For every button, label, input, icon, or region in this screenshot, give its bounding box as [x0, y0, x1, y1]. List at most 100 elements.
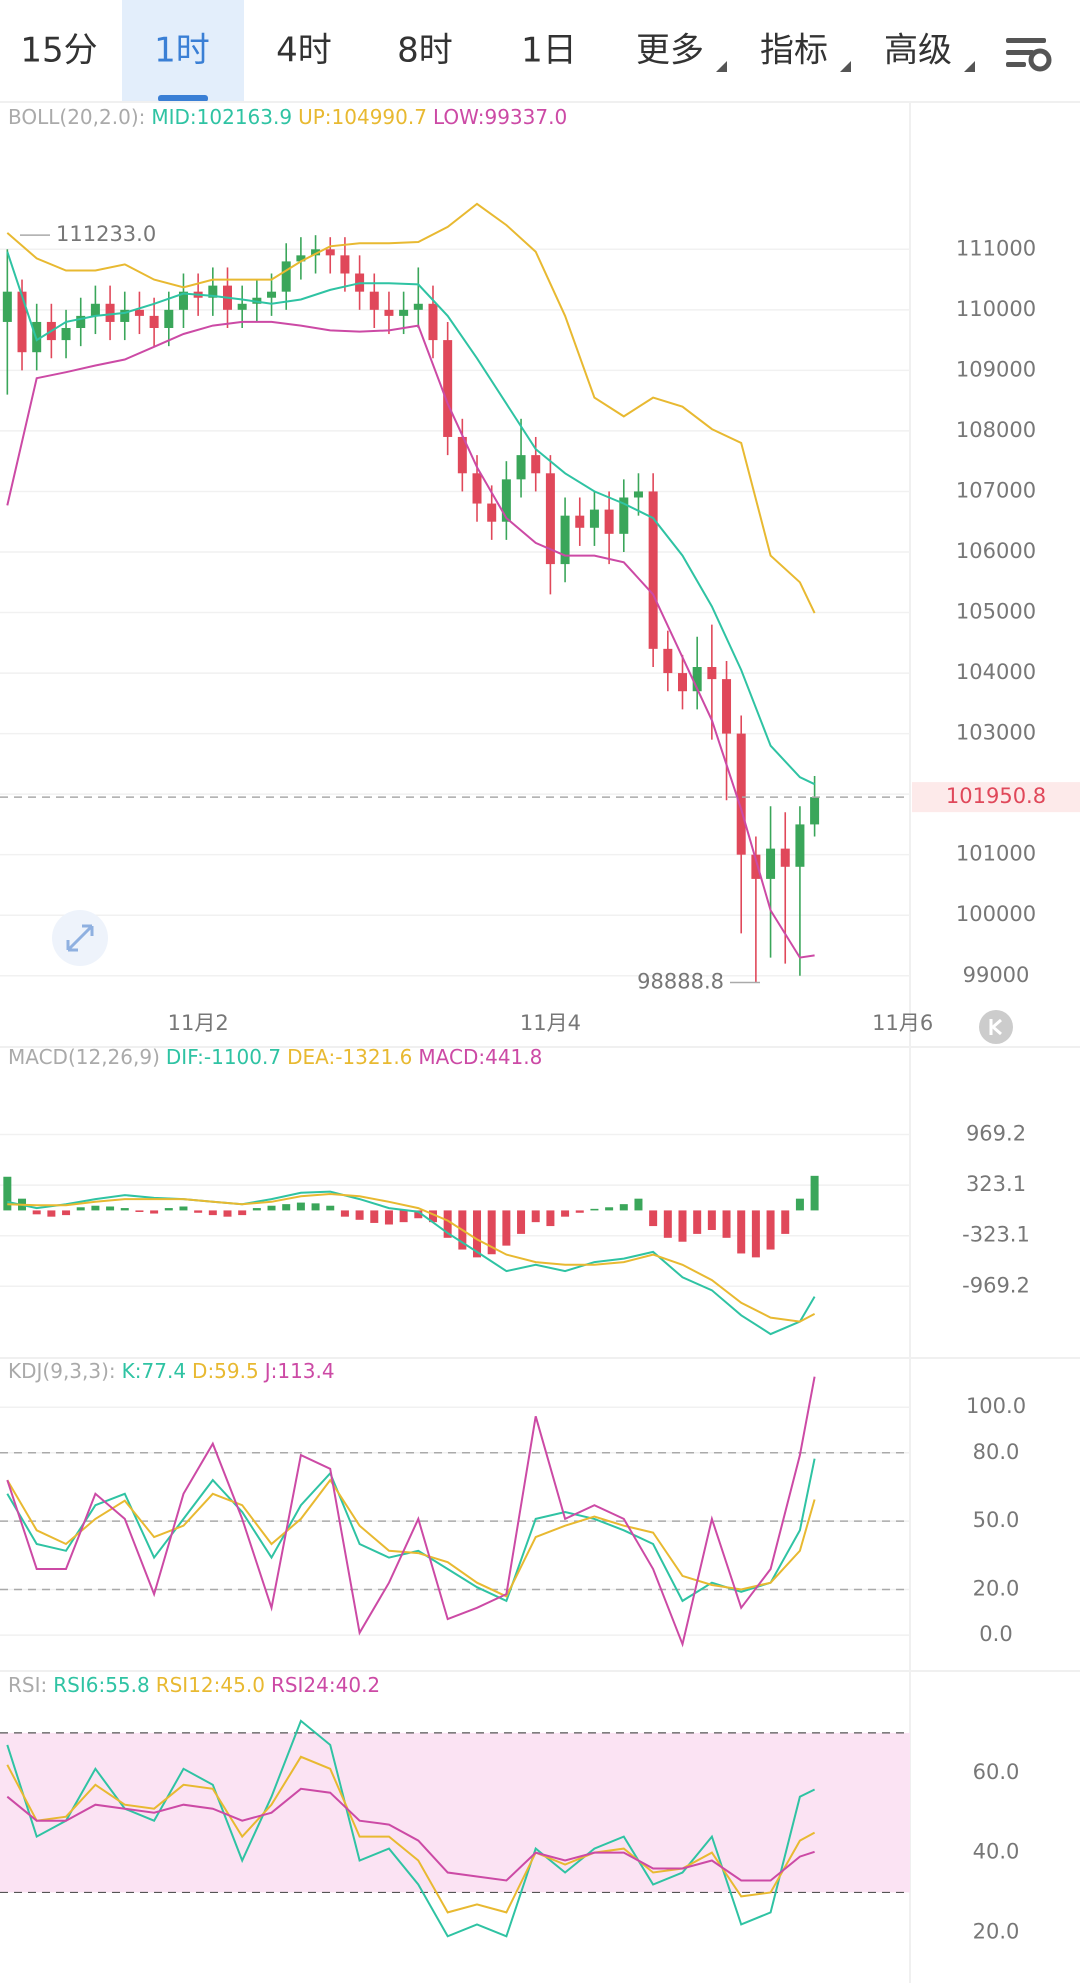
macd-bar: [502, 1210, 511, 1246]
panel-divider: [0, 1046, 1080, 1048]
y-tick-label: 110000: [956, 297, 1036, 321]
candle-body: [178, 291, 188, 310]
candle-body: [325, 249, 335, 256]
icon-gear: [1028, 48, 1052, 72]
high-label: 111233.0: [56, 222, 156, 246]
macd-bar: [296, 1202, 305, 1211]
macd-bar: [428, 1210, 437, 1223]
macd-bar: [252, 1208, 261, 1211]
macd-bar: [693, 1210, 702, 1234]
icon-bar: [1006, 50, 1034, 55]
settings-icon[interactable]: [1006, 38, 1052, 72]
icon-bar: [1006, 62, 1026, 67]
y-tick-label: 100000: [956, 902, 1036, 926]
candle-body: [17, 291, 27, 353]
icon-bar: [1006, 38, 1046, 43]
macd-bar: [751, 1210, 760, 1258]
macd-bar: [487, 1210, 496, 1255]
macd-bar: [531, 1210, 540, 1223]
candle-body: [633, 491, 643, 498]
candle-body: [487, 503, 497, 522]
macd-bar: [795, 1198, 804, 1211]
candle-body: [149, 315, 159, 328]
tab[interactable]: 更多: [636, 31, 704, 71]
candle-body: [105, 303, 115, 322]
macd-bar: [384, 1210, 393, 1225]
candle-body: [560, 515, 570, 565]
scroll-latest-button[interactable]: [979, 1010, 1013, 1044]
macd-bar: [120, 1208, 129, 1211]
macd-bar: [517, 1210, 526, 1234]
candle-body: [810, 797, 820, 825]
candle-body: [589, 509, 599, 528]
macd-bar: [179, 1206, 188, 1211]
legend-entry: RSI24:40.2: [271, 1673, 380, 1697]
legend-entry: D:59.5: [192, 1359, 259, 1383]
y-tick-label: 103000: [956, 721, 1036, 745]
candle-body: [134, 309, 144, 316]
candle-body: [575, 515, 585, 528]
tab-selected[interactable]: 1时: [154, 31, 210, 71]
dropdown-arrow: [840, 61, 851, 72]
y-tick-label: 99000: [963, 963, 1030, 987]
candle-body: [457, 436, 467, 474]
candle-body: [208, 285, 218, 298]
macd-bar: [106, 1206, 115, 1211]
macd-bar: [194, 1210, 203, 1213]
legend-entry: DIF:-1100.7: [166, 1045, 281, 1069]
candle-body: [76, 315, 86, 328]
macd-bar: [91, 1205, 100, 1211]
macd-bar: [722, 1210, 731, 1238]
candle-body: [736, 733, 746, 855]
tab[interactable]: 15分: [20, 31, 97, 71]
y-tick-label: 100.0: [966, 1394, 1026, 1418]
candle-body: [340, 255, 350, 274]
tab[interactable]: 指标: [760, 31, 828, 71]
macd-bar: [150, 1210, 159, 1214]
y-tick-label: 109000: [956, 357, 1036, 381]
legend-entry: MACD:441.8: [418, 1045, 542, 1069]
low-label: 98888.8: [637, 969, 724, 993]
candle-body: [61, 327, 71, 341]
candle-body: [516, 455, 526, 480]
indicator-line: [6, 202, 816, 614]
candle-body: [443, 340, 453, 437]
macd-bar: [414, 1210, 423, 1219]
indicator-line: [6, 1458, 816, 1603]
candle-body: [90, 303, 100, 316]
legend: KDJ(9,3,3): K:77.4 D:59.5 J:113.4: [8, 1359, 335, 1383]
legend-entry: MID:102163.9: [151, 105, 292, 129]
tab[interactable]: 4时: [276, 31, 332, 71]
macd-bar: [208, 1210, 217, 1216]
macd-bar: [634, 1198, 643, 1211]
macd-bar: [649, 1210, 658, 1227]
candle-body: [472, 473, 482, 504]
macd-bar: [781, 1210, 790, 1234]
macd-bar: [546, 1210, 555, 1227]
tab[interactable]: 1日: [521, 31, 577, 71]
indicator-line: [6, 320, 815, 959]
macd-bar: [223, 1210, 232, 1217]
macd-bar: [76, 1207, 85, 1211]
legend-label: RSI:: [8, 1673, 47, 1697]
legend-label: BOLL(20,2.0):: [8, 105, 145, 129]
macd-bar: [737, 1210, 746, 1254]
macd-bar: [282, 1204, 291, 1211]
x-tick-label: 11月4: [520, 1011, 581, 1035]
macd-bar: [473, 1210, 482, 1258]
macd-bar: [32, 1210, 41, 1215]
y-tick-label: 105000: [956, 600, 1036, 624]
tab[interactable]: 8时: [397, 31, 453, 71]
tab[interactable]: 高级: [884, 31, 952, 71]
y-tick-label: 111000: [956, 236, 1036, 260]
candle-body: [2, 291, 12, 322]
candle-body: [237, 303, 247, 310]
y-tick-label: 108000: [956, 418, 1036, 442]
y-tick-label: 107000: [956, 478, 1036, 502]
macd-bar: [707, 1210, 716, 1230]
expand-button[interactable]: [52, 910, 108, 966]
candle-body: [692, 667, 702, 692]
candle-body: [795, 824, 805, 867]
layer-front: 9900010000010100010200010300010400010500…: [0, 105, 1080, 1943]
